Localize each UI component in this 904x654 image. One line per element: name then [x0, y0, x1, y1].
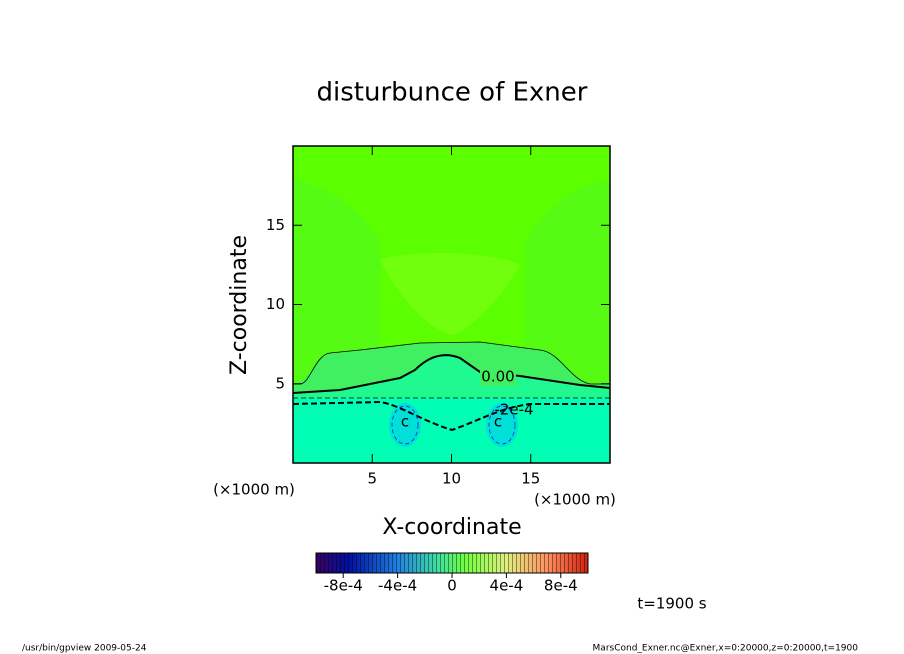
contour-line	[488, 405, 516, 445]
x-unit-label: (×1000 m)	[213, 481, 295, 499]
colorbar-frame	[315, 552, 589, 574]
x-tick-label: 5	[367, 470, 377, 488]
colorbar-tick-label: 8e-4	[544, 577, 578, 595]
contour-label: c	[401, 413, 409, 431]
x-axis-label: X-coordinate	[382, 515, 521, 540]
x-unit-label: (×1000 m)	[534, 491, 616, 509]
y-tick-label: 15	[266, 216, 285, 234]
contour-line	[293, 400, 610, 432]
colorbar-tick-label: -8e-4	[324, 577, 363, 595]
chart-title: disturbunce of Exner	[317, 78, 588, 108]
y-tick-label: 10	[266, 295, 285, 313]
contour-line	[391, 405, 419, 445]
label-bg	[480, 368, 516, 386]
colorbar-tick-label: 4e-4	[490, 577, 524, 595]
contour-label: 0.00	[481, 368, 514, 386]
footer-left: /usr/bin/gpview 2009-05-24	[22, 644, 147, 654]
contour-label: -2e-4	[494, 401, 533, 419]
contour-line	[293, 341, 610, 385]
time-label: t=1900 s	[637, 595, 706, 613]
y-axis-label: Z-coordinate	[227, 235, 252, 375]
footer-right: MarsCond_Exner.nc@Exner,x=0:20000,z=0:20…	[593, 644, 859, 654]
x-tick-label: 15	[521, 470, 540, 488]
colorbar-tick-label: 0	[447, 577, 457, 595]
contour-label: c	[494, 413, 502, 431]
contour-field	[293, 146, 610, 463]
x-tick-label: 10	[442, 470, 461, 488]
colorbar-tick-label: -4e-4	[378, 577, 417, 595]
y-tick-label: 5	[275, 374, 285, 392]
